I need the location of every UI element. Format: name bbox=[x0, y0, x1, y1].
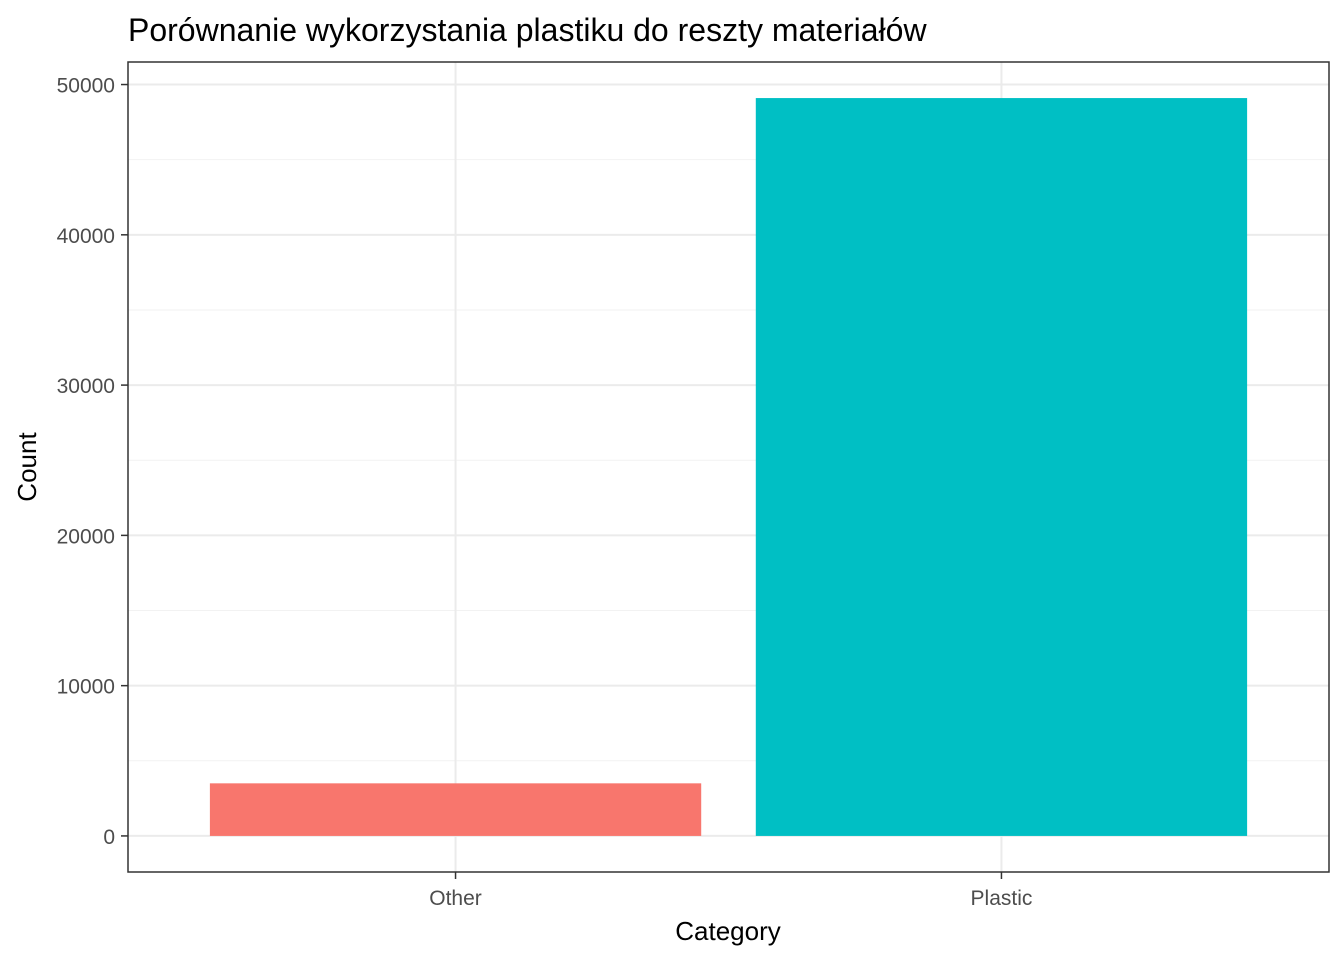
bar-other bbox=[209, 783, 702, 836]
y-tick-label: 10000 bbox=[57, 676, 115, 699]
x-tick-label: Other bbox=[429, 887, 482, 910]
y-tick-label: 50000 bbox=[57, 75, 115, 98]
x-tick-label: Plastic bbox=[971, 887, 1033, 910]
y-axis-title: Count bbox=[12, 432, 42, 502]
y-tick-label: 30000 bbox=[57, 375, 115, 398]
chart-title: Porównanie wykorzystania plastiku do res… bbox=[128, 12, 927, 48]
y-tick-label: 40000 bbox=[57, 225, 115, 248]
bar-plastic bbox=[755, 98, 1248, 836]
y-tick-label: 20000 bbox=[57, 525, 115, 548]
y-tick-label: 0 bbox=[103, 826, 115, 849]
x-axis: Other Plastic bbox=[429, 872, 1032, 910]
bars bbox=[209, 98, 1248, 836]
x-axis-title: Category bbox=[675, 916, 781, 946]
plot-border bbox=[127, 61, 1330, 873]
y-axis: 0 10000 20000 30000 40000 50000 bbox=[57, 75, 128, 849]
